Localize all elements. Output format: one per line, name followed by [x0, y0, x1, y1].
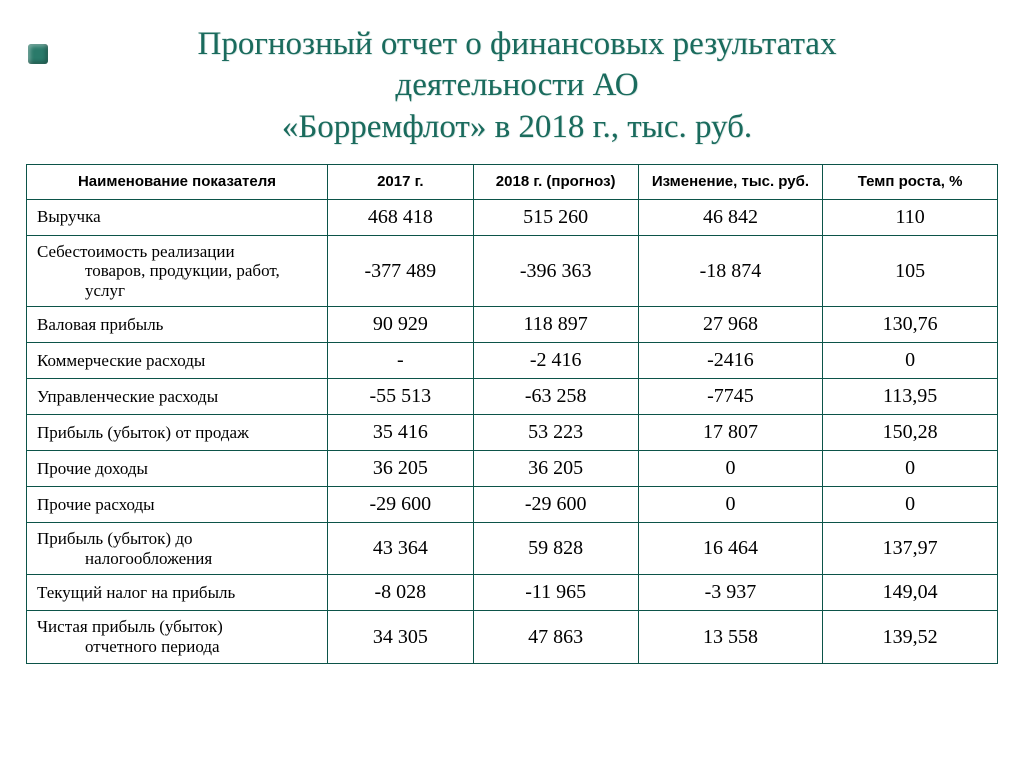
table-row: Прибыль (убыток) доналогообложения43 364…	[27, 523, 998, 575]
cell-y2018: -29 600	[473, 487, 638, 523]
table-row: Управленческие расходы -55 513-63 258-774…	[27, 379, 998, 415]
row-label-line: налогообложения	[37, 549, 319, 569]
table-body: Выручка 468 418515 26046 842110 Себестоимо…	[27, 199, 998, 663]
cell-y2018: 59 828	[473, 523, 638, 575]
title-line-1: Прогнозный отчет о финансовых результата…	[198, 26, 837, 62]
row-label-line: Текущий налог на прибыль	[37, 583, 319, 603]
cell-y2017: 468 418	[328, 199, 474, 235]
cell-y2017: -29 600	[328, 487, 474, 523]
cell-rate: 113,95	[823, 379, 998, 415]
row-label-line: Прочие расходы	[37, 495, 319, 515]
cell-y2017: -8 028	[328, 575, 474, 611]
cell-delta: 0	[638, 487, 822, 523]
row-label-line: товаров, продукции, работ,	[37, 261, 319, 281]
cell-rate: 139,52	[823, 611, 998, 663]
row-label-line: Коммерческие расходы	[37, 351, 319, 371]
cell-y2018: -2 416	[473, 343, 638, 379]
row-label: Чистая прибыль (убыток)отчетного периода	[27, 611, 328, 663]
row-label-line: Себестоимость реализации	[37, 242, 319, 262]
cell-rate: 150,28	[823, 415, 998, 451]
table-header-row: Наименование показателя 2017 г. 2018 г. …	[27, 164, 998, 199]
row-label: Управленческие расходы	[27, 379, 328, 415]
row-label: Прочие расходы	[27, 487, 328, 523]
cell-y2018: 53 223	[473, 415, 638, 451]
cell-y2018: 515 260	[473, 199, 638, 235]
slide-title: Прогнозный отчет о финансовых результата…	[0, 0, 1024, 164]
financial-table: Наименование показателя 2017 г. 2018 г. …	[26, 164, 998, 664]
row-label-line: услуг	[37, 281, 319, 301]
table-row: Себестоимость реализациитоваров, продукц…	[27, 235, 998, 307]
cell-y2017: 36 205	[328, 451, 474, 487]
row-label: Прибыль (убыток) от продаж	[27, 415, 328, 451]
financial-table-wrap: Наименование показателя 2017 г. 2018 г. …	[0, 164, 1024, 664]
row-label: Себестоимость реализациитоваров, продукц…	[27, 235, 328, 307]
table-row: Прибыль (убыток) от продаж 35 41653 22317…	[27, 415, 998, 451]
row-label-line: Выручка	[37, 207, 319, 227]
title-line-2: деятельности АО	[395, 67, 638, 103]
row-label-line: Прибыль (убыток) до	[37, 529, 319, 549]
table-row: Валовая прибыль 90 929118 89727 968130,76	[27, 307, 998, 343]
cell-y2017: -	[328, 343, 474, 379]
table-row: Коммерческие расходы--2 416-24160	[27, 343, 998, 379]
row-label-line: Прибыль (убыток) от продаж	[37, 423, 319, 443]
table-row: Прочие доходы36 20536 20500	[27, 451, 998, 487]
cell-y2017: 90 929	[328, 307, 474, 343]
cell-rate: 149,04	[823, 575, 998, 611]
row-label-line: отчетного периода	[37, 637, 319, 657]
cell-rate: 0	[823, 487, 998, 523]
cell-y2018: 47 863	[473, 611, 638, 663]
col-header-rate: Темп роста, %	[823, 164, 998, 199]
row-label: Текущий налог на прибыль	[27, 575, 328, 611]
cell-y2017: 43 364	[328, 523, 474, 575]
cell-delta: 13 558	[638, 611, 822, 663]
cell-y2018: 118 897	[473, 307, 638, 343]
row-label: Коммерческие расходы	[27, 343, 328, 379]
table-row: Текущий налог на прибыль -8 028-11 965-3 …	[27, 575, 998, 611]
cell-y2018: -396 363	[473, 235, 638, 307]
cell-delta: 46 842	[638, 199, 822, 235]
cell-delta: 0	[638, 451, 822, 487]
row-label: Прочие доходы	[27, 451, 328, 487]
title-line-3: «Борремфлот» в 2018 г., тыс. руб.	[282, 109, 752, 145]
row-label-line: Прочие доходы	[37, 459, 319, 479]
cell-rate: 0	[823, 343, 998, 379]
col-header-2017: 2017 г.	[328, 164, 474, 199]
cell-delta: -3 937	[638, 575, 822, 611]
cell-y2018: -63 258	[473, 379, 638, 415]
row-label-line: Валовая прибыль	[37, 315, 319, 335]
cell-rate: 0	[823, 451, 998, 487]
table-row: Чистая прибыль (убыток)отчетного периода…	[27, 611, 998, 663]
row-label-line: Чистая прибыль (убыток)	[37, 617, 319, 637]
cell-rate: 130,76	[823, 307, 998, 343]
cell-delta: -2416	[638, 343, 822, 379]
cell-rate: 105	[823, 235, 998, 307]
col-header-name: Наименование показателя	[27, 164, 328, 199]
cell-delta: -18 874	[638, 235, 822, 307]
cell-y2018: 36 205	[473, 451, 638, 487]
row-label-line: Управленческие расходы	[37, 387, 319, 407]
col-header-delta: Изменение, тыс. руб.	[638, 164, 822, 199]
cell-rate: 137,97	[823, 523, 998, 575]
cell-y2017: 35 416	[328, 415, 474, 451]
cell-y2018: -11 965	[473, 575, 638, 611]
table-row: Прочие расходы-29 600-29 60000	[27, 487, 998, 523]
cell-rate: 110	[823, 199, 998, 235]
slide-bullet-icon	[28, 44, 48, 64]
row-label: Валовая прибыль	[27, 307, 328, 343]
col-header-2018: 2018 г. (прогноз)	[473, 164, 638, 199]
cell-y2017: -377 489	[328, 235, 474, 307]
cell-delta: -7745	[638, 379, 822, 415]
cell-delta: 17 807	[638, 415, 822, 451]
table-row: Выручка 468 418515 26046 842110	[27, 199, 998, 235]
cell-y2017: 34 305	[328, 611, 474, 663]
row-label: Прибыль (убыток) доналогообложения	[27, 523, 328, 575]
cell-delta: 27 968	[638, 307, 822, 343]
cell-delta: 16 464	[638, 523, 822, 575]
row-label: Выручка	[27, 199, 328, 235]
cell-y2017: -55 513	[328, 379, 474, 415]
